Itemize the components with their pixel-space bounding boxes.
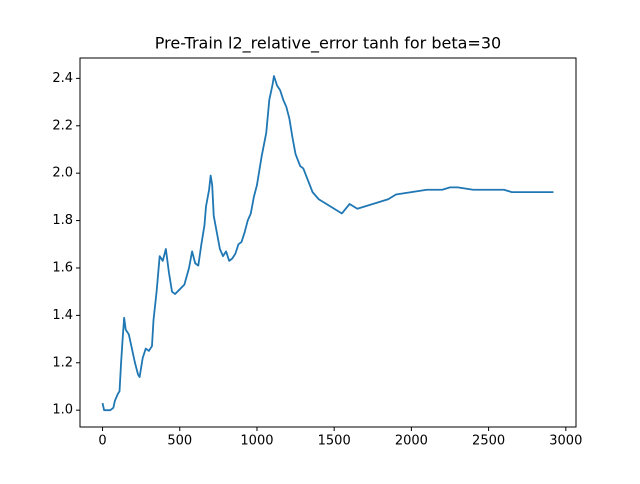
- y-tick-label: 1.0: [52, 403, 73, 418]
- y-tick-label: 1.6: [52, 260, 73, 275]
- y-tick-label: 2.2: [52, 118, 73, 133]
- y-tick-label: 2.4: [52, 71, 73, 86]
- x-tick-label: 500: [167, 434, 192, 449]
- y-tick-label: 1.2: [52, 355, 73, 370]
- x-tick-label: 2000: [395, 434, 428, 449]
- y-tick-label: 1.4: [52, 308, 73, 323]
- y-tick-label: 1.8: [52, 213, 73, 228]
- chart-title: Pre-Train l2_relative_error tanh for bet…: [155, 34, 501, 54]
- plot-frame: [79, 57, 577, 428]
- x-tick-label: 1500: [318, 434, 351, 449]
- x-tick-label: 0: [98, 434, 106, 449]
- x-tick-label: 3000: [549, 434, 582, 449]
- y-tick-label: 2.0: [52, 166, 73, 181]
- data-line: [101, 75, 554, 412]
- x-tick-label: 1000: [240, 434, 273, 449]
- x-tick-label: 2500: [472, 434, 505, 449]
